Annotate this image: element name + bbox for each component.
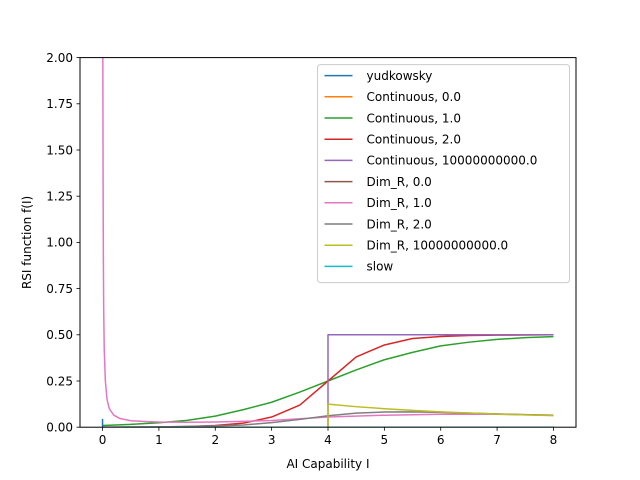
x-tick-label: 6 [437, 433, 445, 447]
legend: yudkowsky Continuous, 0.0 Continuous, 1.0 C… [317, 64, 570, 284]
x-tick-label: 1 [155, 433, 163, 447]
y-tick-label: 1.75 [46, 97, 73, 111]
x-tick-label: 7 [493, 433, 501, 447]
ticks: 0 1 2 3 4 5 6 7 8 0.00 0.25 0.50 0.75 1.00 1.25 1.50 1.7… [46, 51, 557, 447]
series-line-6 [102, 57, 554, 423]
legend-label: Dim_R, 1.0 [367, 196, 432, 210]
y-tick-label: 1.00 [46, 236, 73, 250]
x-tick-label: 0 [99, 433, 107, 447]
legend-label: Continuous, 10000000000.0 [367, 154, 538, 168]
plot-area [102, 57, 554, 428]
x-tick-label: 3 [268, 433, 276, 447]
legend-label: Dim_R, 0.0 [367, 175, 432, 189]
legend-label: Continuous, 1.0 [367, 111, 462, 125]
y-tick-label: 0.00 [46, 421, 73, 435]
legend-label: Continuous, 0.0 [367, 90, 462, 104]
x-tick-label: 8 [550, 433, 558, 447]
y-tick-label: 0.75 [46, 282, 73, 296]
legend-label: slow [367, 260, 394, 274]
y-tick-label: 1.25 [46, 190, 73, 204]
x-axis-label: AI Capability I [286, 457, 369, 471]
y-tick-label: 1.50 [46, 143, 73, 157]
series-line-4 [102, 334, 554, 428]
legend-label: Dim_R, 10000000000.0 [367, 239, 509, 253]
y-tick-label: 0.50 [46, 328, 73, 342]
x-tick-label: 5 [381, 433, 389, 447]
axes-frame [79, 57, 577, 428]
x-tick-label: 4 [324, 433, 332, 447]
y-tick-label: 0.25 [46, 374, 73, 388]
y-axis-label: RSI function f(I) [20, 196, 34, 289]
legend-label: Dim_R, 2.0 [367, 217, 432, 231]
legend-label: yudkowsky [367, 69, 433, 83]
legend-box [317, 64, 570, 284]
legend-label: Continuous, 2.0 [367, 133, 462, 147]
series-line-8 [102, 403, 554, 428]
y-tick-label: 2.00 [46, 51, 73, 65]
x-tick-label: 2 [211, 433, 219, 447]
